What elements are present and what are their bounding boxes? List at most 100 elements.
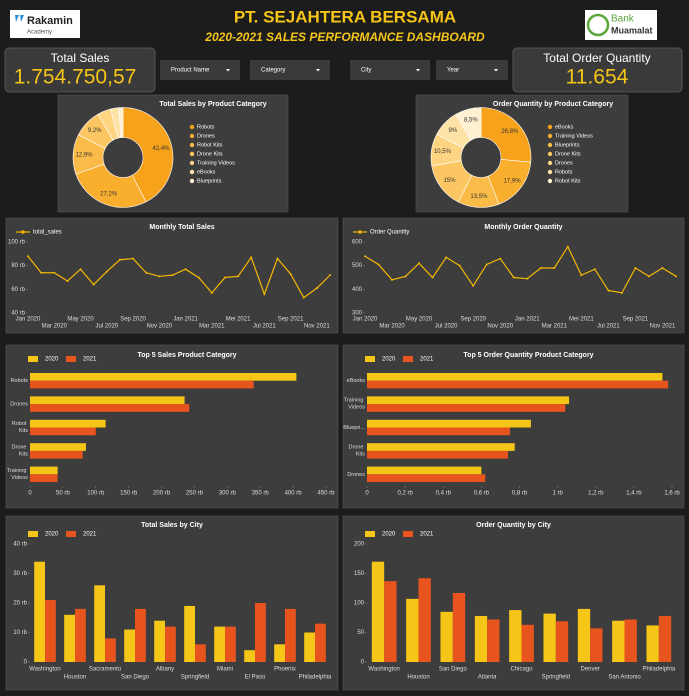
- line-point: [250, 256, 253, 259]
- bar: [135, 608, 146, 662]
- line-point: [171, 274, 174, 277]
- bar: [30, 466, 58, 475]
- line-point: [499, 257, 502, 260]
- filter-label[interactable]: Product Name: [171, 68, 210, 74]
- x-tick-label: El Paso: [245, 675, 266, 681]
- y-tick-label: 100: [354, 601, 365, 607]
- slice-label: 9%: [448, 128, 457, 134]
- line-point: [526, 277, 529, 280]
- dropdown-arrow: [494, 69, 498, 72]
- line-point: [458, 264, 461, 267]
- bar: [274, 644, 285, 662]
- line-point: [27, 255, 29, 258]
- line-point: [431, 276, 434, 279]
- y-tick-label: 600: [352, 240, 363, 246]
- line-point: [276, 257, 279, 260]
- x-tick-label: 0,6 rb: [474, 491, 490, 497]
- slice-label: 8,5%: [464, 117, 478, 123]
- y-tick-label: 0: [361, 660, 365, 666]
- bar: [30, 396, 185, 405]
- bar: [367, 419, 531, 428]
- bar: [195, 644, 206, 662]
- bar: [487, 619, 500, 662]
- logo-right-icon: [586, 13, 610, 37]
- y-tick-label: Training Videos: [344, 398, 365, 411]
- line-point: [566, 245, 569, 248]
- legend-label: 2021: [83, 357, 97, 363]
- legend-label: 2020: [382, 532, 396, 538]
- line-point: [512, 276, 515, 279]
- x-tick-label: Mar 2021: [542, 324, 568, 330]
- bar: [34, 561, 45, 662]
- x-tick-label: Washington: [368, 667, 399, 673]
- line-point: [485, 263, 488, 266]
- bar: [255, 603, 266, 662]
- kpi-value: 1.754.750,57: [14, 66, 137, 89]
- x-tick-label: 1,6 rb: [664, 491, 680, 497]
- legend-label: 2020: [45, 357, 59, 363]
- y-tick-label: Bluepri...: [343, 425, 365, 431]
- line-point: [580, 274, 583, 277]
- x-tick-label: Nov 2020: [487, 324, 513, 330]
- x-tick-label: Sep 2020: [460, 317, 486, 323]
- bar: [521, 624, 534, 662]
- x-tick-label: May 2020: [406, 317, 433, 323]
- kpi-card: [4, 47, 156, 93]
- y-tick-label: Training Videos: [7, 468, 28, 481]
- bar: [658, 615, 672, 662]
- dropdown-arrow: [226, 69, 230, 72]
- slice-label: 42,4%: [152, 146, 170, 152]
- line-point: [237, 275, 240, 278]
- y-tick-label: 50: [357, 630, 364, 636]
- line-series: [364, 245, 677, 294]
- legend-label: 2020: [45, 532, 59, 538]
- filter-dropdown[interactable]: [436, 60, 508, 80]
- filter-label[interactable]: Year: [447, 68, 459, 74]
- x-tick-label: 150 rb: [120, 491, 138, 497]
- legend-label: Blueprints: [555, 142, 580, 148]
- bar: [30, 380, 254, 389]
- legend-swatch: [189, 160, 195, 166]
- bar: [64, 614, 75, 662]
- line-point: [315, 287, 318, 290]
- kpi-label: Total Sales: [51, 51, 110, 65]
- slice-label: 9,2%: [88, 128, 102, 134]
- slice-label: 26,8%: [501, 129, 519, 135]
- slice-label: 17,9%: [504, 179, 522, 185]
- legend-label: eBooks: [197, 169, 216, 175]
- x-tick-label: 200 rb: [153, 491, 171, 497]
- x-tick-label: Atlanta: [478, 675, 497, 681]
- filter-dropdown[interactable]: [160, 60, 240, 80]
- slice-label: 12,9%: [76, 153, 94, 159]
- bar: [124, 629, 135, 662]
- line-point: [377, 263, 380, 266]
- bar: [154, 620, 165, 662]
- logo-left-icon: [15, 15, 24, 22]
- kpi-value: 11.654: [566, 66, 629, 89]
- legend-swatch: [403, 356, 413, 362]
- legend-label: Blueprints: [197, 178, 222, 184]
- bar: [30, 443, 86, 451]
- legend-swatch: [189, 142, 195, 148]
- x-tick-label: Chicago: [510, 667, 533, 673]
- bar: [474, 615, 488, 662]
- x-tick-label: 450 rb: [317, 491, 335, 497]
- x-tick-label: Mar 2020: [42, 324, 68, 330]
- logo-right-line2: Muamalat: [611, 25, 653, 35]
- line-point: [118, 258, 121, 261]
- line-point: [391, 278, 394, 281]
- filter-dropdown[interactable]: [350, 60, 430, 80]
- filter-dropdown[interactable]: [250, 60, 330, 80]
- filter-label[interactable]: City: [361, 68, 371, 74]
- bar: [406, 598, 419, 662]
- bar: [555, 621, 569, 662]
- filter-label[interactable]: Category: [261, 68, 285, 74]
- chart-title: Monthly Total Sales: [149, 224, 214, 231]
- y-tick-label: 500: [352, 263, 363, 269]
- bar: [367, 396, 570, 405]
- chart-title: Order Quantity by City: [476, 522, 551, 529]
- line-point: [553, 267, 556, 270]
- x-tick-label: Washington: [29, 667, 60, 673]
- x-tick-label: 0: [365, 491, 369, 497]
- legend-swatch: [547, 151, 553, 157]
